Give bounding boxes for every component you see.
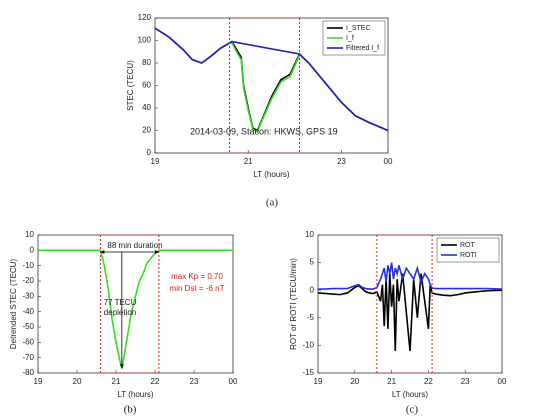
annotation: min Dst = -6 nT bbox=[170, 284, 225, 293]
y-axis-label: ROT or ROTI (TECU/min) bbox=[289, 258, 298, 350]
series-line bbox=[38, 249, 233, 369]
caption: (c) bbox=[406, 404, 419, 416]
y-tick-label: -10 bbox=[302, 341, 314, 350]
y-tick-label: -5 bbox=[307, 313, 315, 322]
y-axis-label: STEC (TECU) bbox=[126, 60, 135, 111]
series-line bbox=[318, 262, 503, 290]
x-axis-label: LT (hours) bbox=[392, 390, 428, 399]
caption: (a) bbox=[266, 197, 279, 209]
y-tick-label: -10 bbox=[22, 261, 34, 270]
x-tick-label: 23 bbox=[190, 377, 199, 386]
y-tick-label: 10 bbox=[305, 230, 314, 239]
x-tick-label: 00 bbox=[498, 377, 507, 386]
annotation: max Kp = 0.70 bbox=[171, 272, 223, 281]
series-line bbox=[317, 273, 503, 351]
y-tick-label: 120 bbox=[138, 13, 152, 22]
y-tick-label: 40 bbox=[142, 103, 151, 112]
y-tick-label: 80 bbox=[142, 58, 151, 67]
x-axis-label: LT (hours) bbox=[117, 390, 153, 399]
y-tick-label: 5 bbox=[310, 258, 315, 267]
legend bbox=[436, 237, 500, 263]
y-tick-label: -15 bbox=[302, 368, 314, 377]
x-tick-label: 00 bbox=[229, 377, 238, 386]
y-tick-label: -40 bbox=[22, 307, 34, 316]
y-tick-label: 0 bbox=[310, 285, 315, 294]
caption: (b) bbox=[124, 404, 137, 416]
legend-label: ROTI bbox=[460, 252, 477, 259]
x-tick-label: 19 bbox=[314, 377, 323, 386]
x-tick-label: 21 bbox=[387, 377, 396, 386]
y-tick-label: -20 bbox=[22, 276, 34, 285]
x-tick-label: 20 bbox=[73, 377, 82, 386]
y-tick-label: 0 bbox=[147, 148, 152, 157]
legend-label: I_STEC bbox=[346, 25, 371, 32]
x-tick-label: 19 bbox=[151, 157, 160, 166]
y-tick-label: 20 bbox=[142, 126, 151, 135]
y-tick-label: 0 bbox=[30, 245, 35, 254]
series-line bbox=[231, 42, 301, 133]
x-axis-label: LT (hours) bbox=[253, 170, 289, 179]
y-tick-label: -60 bbox=[22, 337, 34, 346]
x-tick-label: 23 bbox=[461, 377, 470, 386]
legend-label: Filtered I_f bbox=[346, 45, 379, 52]
y-tick-label: -70 bbox=[22, 353, 34, 362]
y-tick-label: 10 bbox=[25, 230, 34, 239]
annotation: 2014-03-09, Station: HKWS, GPS 19 bbox=[190, 126, 338, 136]
y-tick-label: 100 bbox=[138, 36, 152, 45]
legend-label: ROT bbox=[460, 242, 476, 249]
x-tick-label: 21 bbox=[244, 157, 253, 166]
annotation: 88 min duration bbox=[107, 241, 162, 250]
y-tick-label: -80 bbox=[22, 368, 34, 377]
series-line bbox=[154, 27, 389, 132]
x-tick-label: 19 bbox=[34, 377, 43, 386]
y-tick-label: 60 bbox=[142, 81, 151, 90]
y-tick-label: -50 bbox=[22, 322, 34, 331]
annotation: depletion bbox=[104, 308, 136, 317]
x-tick-label: 22 bbox=[424, 377, 433, 386]
x-tick-label: 22 bbox=[151, 377, 160, 386]
x-tick-label: 00 bbox=[384, 157, 393, 166]
legend-label: I_f bbox=[346, 35, 354, 42]
plot-area bbox=[37, 234, 234, 374]
arrow-head bbox=[119, 364, 124, 369]
y-axis-label: Detrended STEC (TECU) bbox=[9, 259, 18, 350]
x-tick-label: 23 bbox=[337, 157, 346, 166]
x-tick-label: 21 bbox=[112, 377, 121, 386]
x-tick-label: 20 bbox=[350, 377, 359, 386]
y-tick-label: -30 bbox=[22, 291, 34, 300]
annotation: 77 TECU bbox=[104, 298, 137, 307]
